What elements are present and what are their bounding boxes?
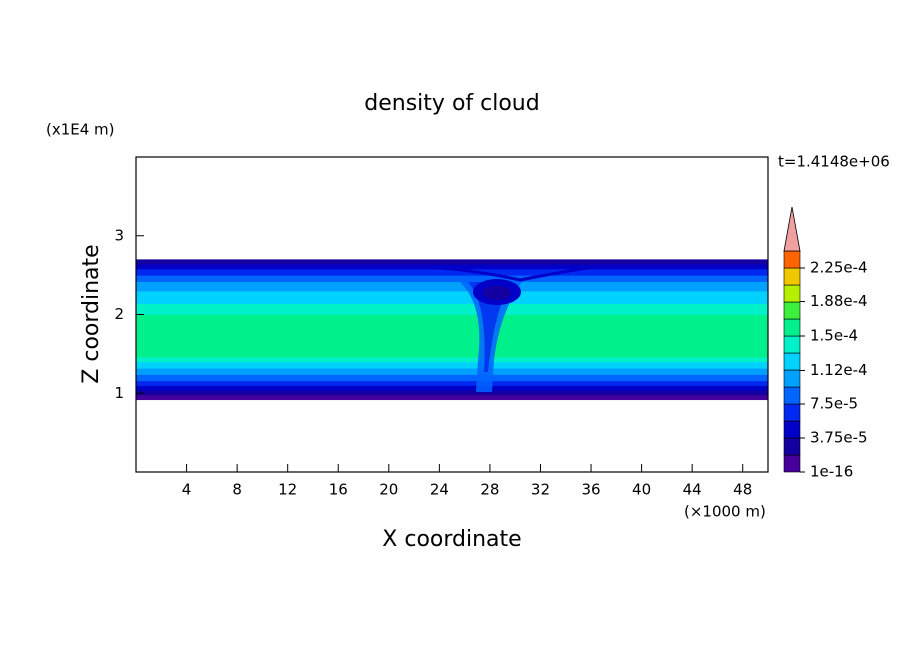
colorbar-tick-label: 1e-16 <box>810 463 853 481</box>
x-tick-label: 8 <box>232 481 242 499</box>
contour-band <box>136 390 768 396</box>
contour-band <box>136 264 768 270</box>
contour-band <box>136 275 768 282</box>
colorbar-box <box>783 318 801 337</box>
x-tick-label: 48 <box>733 481 752 499</box>
y-tick-label: 1 <box>114 384 124 402</box>
x-tick-label: 4 <box>182 481 192 499</box>
colorbar-tick-label: 1.5e-4 <box>810 327 858 345</box>
colorbar-box <box>783 301 801 320</box>
contour-band <box>136 357 768 363</box>
time-label: t=1.4148e+06 <box>778 153 890 171</box>
y-unit: (x1E4 m) <box>46 121 115 139</box>
contour-band <box>136 268 768 276</box>
colorbar-box <box>783 437 801 456</box>
contour-band <box>136 380 768 386</box>
contour-band <box>136 281 768 292</box>
colorbar-box <box>783 369 801 388</box>
x-unit: (×1000 m) <box>684 503 766 521</box>
colorbar-tick-label: 1.12e-4 <box>810 361 868 379</box>
colorbar-tick-label: 7.5e-5 <box>810 395 858 413</box>
contour-band <box>136 368 768 375</box>
colorbar-box <box>783 250 801 269</box>
contour-band <box>136 303 768 315</box>
x-tick-label: 32 <box>531 481 550 499</box>
vortex <box>359 264 601 392</box>
contour-band <box>136 314 768 358</box>
x-tick-label: 16 <box>329 481 348 499</box>
y-tick-label: 2 <box>114 305 124 323</box>
x-tick-label: 40 <box>632 481 651 499</box>
colorbar-box <box>783 454 801 473</box>
x-tick-label: 24 <box>430 481 449 499</box>
x-tick-label: 44 <box>683 481 702 499</box>
contour-band <box>136 361 768 369</box>
colorbar-box <box>783 386 801 405</box>
y-axis-title: Z coordinate <box>79 244 104 383</box>
contour-band <box>136 290 768 304</box>
colorbar-box <box>783 403 801 422</box>
x-tick-label: 20 <box>379 481 398 499</box>
y-tick-label: 3 <box>114 226 124 244</box>
contour-band <box>136 259 768 265</box>
colorbar-box <box>783 284 801 303</box>
colorbar-tick-label: 1.88e-4 <box>810 292 868 310</box>
contour-band <box>136 394 768 401</box>
colorbar-box <box>783 352 801 371</box>
field <box>136 259 768 401</box>
x-tick-label: 28 <box>480 481 499 499</box>
contour-band <box>136 385 768 391</box>
colorbar-tick-label: 2.25e-4 <box>810 259 868 277</box>
chart-title: density of cloud <box>364 91 539 116</box>
contour-band <box>136 374 768 382</box>
colorbar-extend <box>783 206 801 252</box>
x-axis-title: X coordinate <box>382 527 521 552</box>
x-tick-label: 36 <box>581 481 600 499</box>
x-tick-label: 12 <box>278 481 297 499</box>
colorbar-tick-label: 3.75e-5 <box>810 429 868 447</box>
colorbar-box <box>783 267 801 286</box>
colorbar-box <box>783 335 801 354</box>
colorbar-box <box>783 420 801 439</box>
